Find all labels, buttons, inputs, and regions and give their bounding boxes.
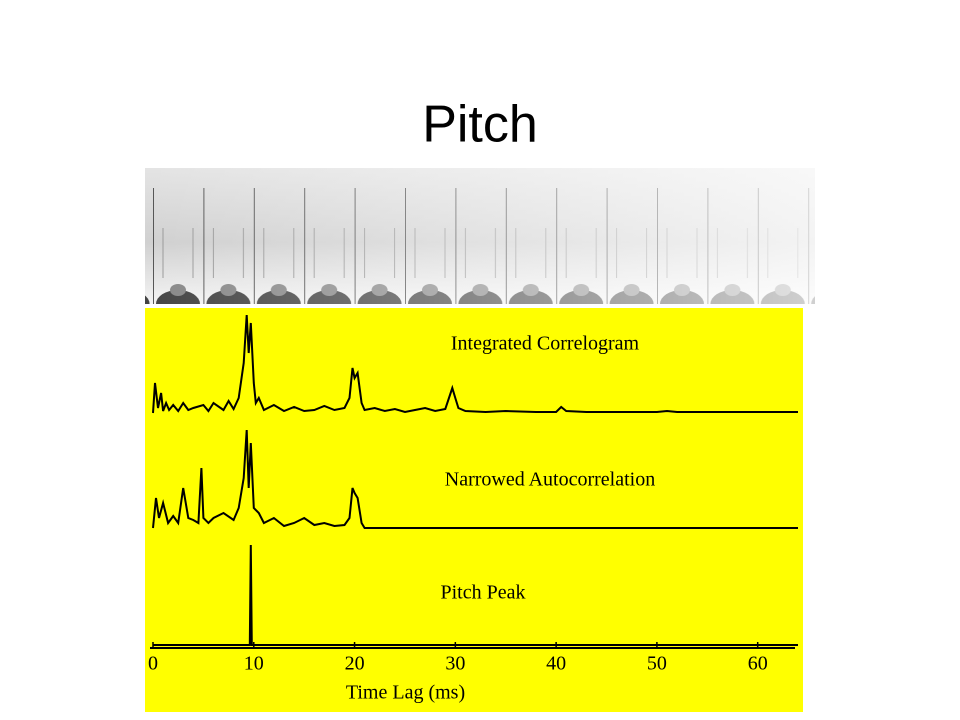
x-tick-label: 30: [445, 653, 465, 675]
panel-title: Pitch Peak: [441, 582, 526, 604]
x-tick-label: 0: [148, 653, 158, 675]
x-axis-label: Time Lag (ms): [346, 682, 465, 704]
x-tick-label: 60: [748, 653, 768, 675]
slide-title: Pitch: [422, 96, 538, 154]
panel-title: Integrated Correlogram: [451, 333, 640, 355]
signal-line: [153, 544, 798, 646]
x-tick-label: 50: [647, 653, 667, 675]
signal-line: [152, 429, 798, 529]
x-tick-label: 10: [244, 653, 264, 675]
panel-title: Narrowed Autocorrelation: [445, 469, 655, 491]
signal-line: [152, 314, 798, 414]
correlogram-image: [145, 168, 815, 304]
x-tick-label: 20: [345, 653, 365, 675]
x-tick-label: 40: [546, 653, 566, 675]
